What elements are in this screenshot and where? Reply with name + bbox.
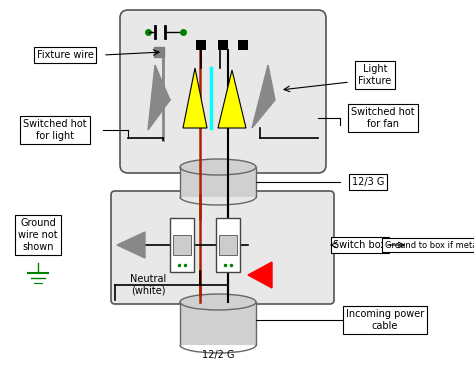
FancyBboxPatch shape (216, 218, 240, 272)
Text: Ground
wire not
shown: Ground wire not shown (18, 218, 58, 252)
Polygon shape (183, 68, 207, 128)
Polygon shape (218, 70, 246, 128)
Bar (180, 302, 256, 345)
FancyBboxPatch shape (111, 191, 334, 304)
FancyBboxPatch shape (120, 10, 326, 173)
Text: Ground to box if metal: Ground to box if metal (384, 240, 474, 249)
Text: 12/3 G: 12/3 G (352, 177, 384, 187)
Bar (218, 40, 228, 50)
Text: Switched hot
for fan: Switched hot for fan (351, 107, 415, 129)
Bar (238, 40, 248, 50)
Ellipse shape (180, 294, 256, 310)
FancyBboxPatch shape (219, 235, 237, 255)
FancyBboxPatch shape (170, 218, 194, 272)
Bar (196, 40, 206, 50)
Text: Fixture wire: Fixture wire (36, 50, 93, 60)
Text: Incoming power
cable: Incoming power cable (346, 309, 424, 331)
FancyBboxPatch shape (173, 235, 191, 255)
Bar (154, 47, 164, 57)
Text: Switch box: Switch box (333, 240, 387, 250)
Text: Switched hot
for light: Switched hot for light (23, 119, 87, 141)
Bar (180, 167, 256, 197)
Polygon shape (117, 232, 145, 258)
Ellipse shape (180, 159, 256, 175)
Text: Light
Fixture: Light Fixture (358, 64, 392, 86)
Polygon shape (248, 262, 272, 288)
Text: 12/2 G: 12/2 G (202, 350, 234, 360)
Polygon shape (148, 65, 170, 130)
Polygon shape (252, 65, 275, 128)
Text: Neutral
(white): Neutral (white) (130, 274, 166, 296)
